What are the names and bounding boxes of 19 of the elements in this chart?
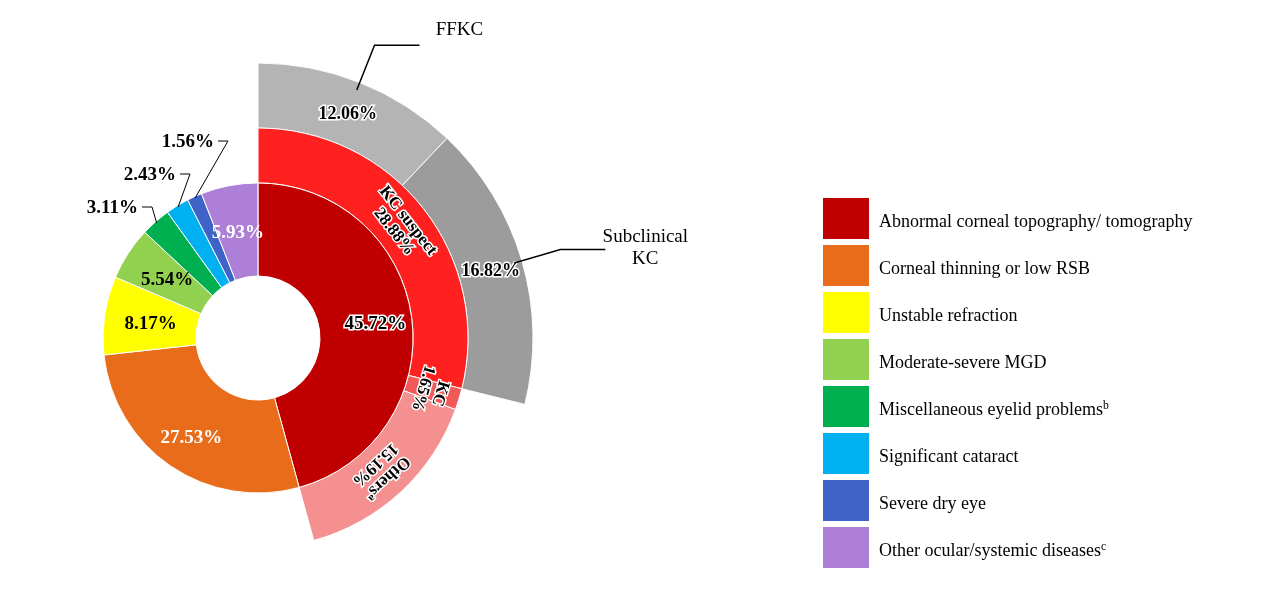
data-label: 3.11% xyxy=(86,196,138,217)
legend-label: Other ocular/systemic diseases$^{c}$ xyxy=(879,539,1107,560)
legend-label: Moderate-severe MGD xyxy=(879,352,1047,372)
data-label: 45.72% xyxy=(344,311,407,333)
data-label: 27.53% xyxy=(160,425,223,447)
legend-label: Significant cataract xyxy=(879,446,1019,466)
legend-label: Miscellaneous eyelid problems$^{b}$ xyxy=(879,398,1109,419)
data-label: 12.06% xyxy=(318,103,377,123)
legend-label: Unstable refraction xyxy=(879,305,1018,325)
data-label: 5.54% xyxy=(140,268,194,290)
data-label: 1.56% xyxy=(161,130,214,151)
data-label: 16.82% xyxy=(461,260,520,281)
data-label: 2.43% xyxy=(123,163,176,184)
legend-label: Corneal thinning or low RSB xyxy=(879,258,1090,278)
data-label: 8.17% xyxy=(124,311,177,333)
slice-label: FFKC xyxy=(435,18,484,40)
legend-label: Abnormal corneal topography/ tomography xyxy=(879,211,1193,231)
slice-label: Subclinical KC xyxy=(602,224,689,269)
legend-label: Severe dry eye xyxy=(879,493,986,513)
